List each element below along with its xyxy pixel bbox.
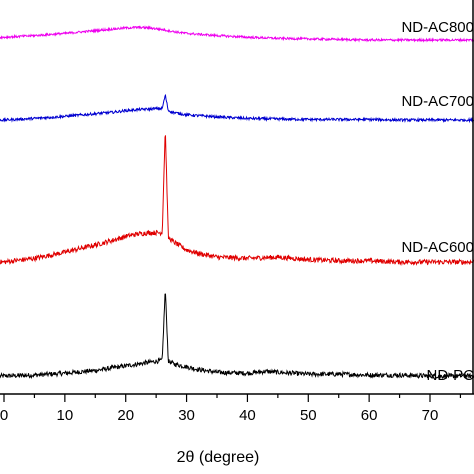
series-label-nd-pc: ND-PC [427, 367, 474, 384]
series-labels: ND-PC ND-AC600 ND-AC700 ND-AC800 [401, 19, 474, 384]
x-axis-title: 2θ (degree) [177, 449, 260, 466]
series-line-nd-pc [0, 293, 474, 380]
x-tick-label: 30 [178, 407, 195, 424]
x-tick-label: 50 [300, 407, 317, 424]
series-label-nd-ac700: ND-AC700 [401, 93, 474, 110]
series-label-nd-ac800: ND-AC800 [401, 19, 474, 36]
x-tick-label: 60 [361, 407, 378, 424]
series-label-nd-ac600: ND-AC600 [401, 239, 474, 256]
x-tick-label: 40 [239, 407, 256, 424]
plot-series [0, 25, 474, 380]
series-line-nd-ac600 [0, 135, 474, 267]
x-tick-labels: 0 10 20 30 40 50 60 70 [0, 407, 438, 424]
x-tick-label: 10 [57, 407, 74, 424]
series-line-nd-ac700 [0, 93, 474, 124]
x-ticks [3, 394, 462, 402]
x-tick-label: 0 [0, 407, 8, 424]
series-line-nd-ac800 [0, 25, 474, 43]
x-tick-label: 70 [422, 407, 439, 424]
x-tick-label: 20 [117, 407, 134, 424]
